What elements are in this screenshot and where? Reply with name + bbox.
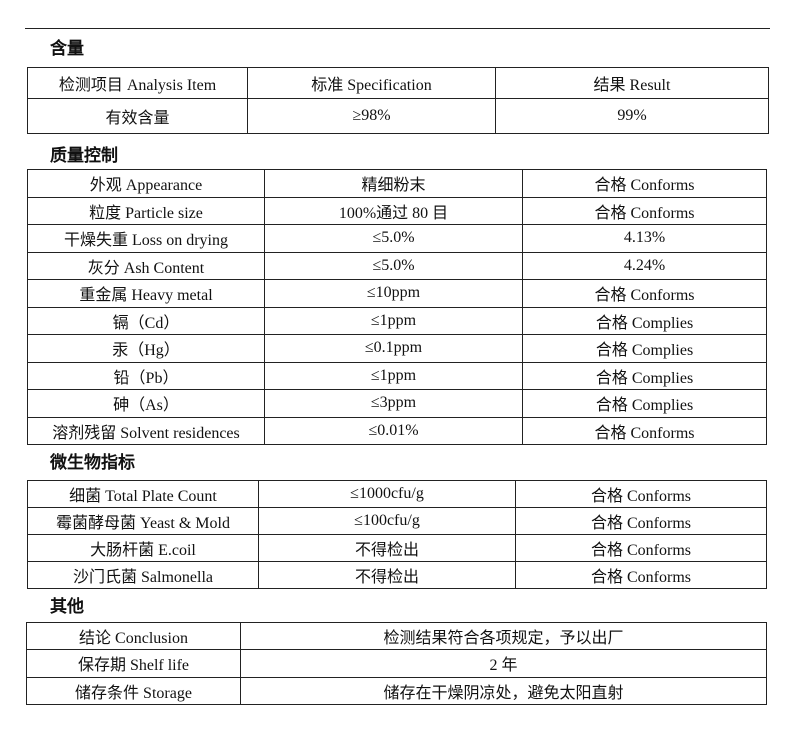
table-cell: 检测结果符合各项规定，予以出厂 [240, 621, 767, 651]
table-row: 镉（Cd） ≤1ppm 合格 Complies [27, 306, 767, 335]
section-title-quality: 质量控制 [50, 146, 118, 166]
table-row: 有效含量 ≥98% 99% [27, 98, 769, 134]
table-header-row: 检测项目 Analysis Item 标准 Specification 结果 Res… [27, 67, 769, 99]
table-cell: ≥98% [247, 98, 496, 134]
table-cell: 细菌 Total Plate Count [27, 480, 259, 508]
table-cell: ≤5.0% [264, 224, 523, 253]
table-row: 储存条件 Storage 储存在干燥阴凉处，避免太阳直射 [26, 676, 767, 705]
table-row: 大肠杆菌 E.coil 不得检出 合格 Conforms [27, 534, 767, 562]
table-cell: 干燥失重 Loss on drying [27, 224, 265, 253]
table-cell: 合格 Complies [522, 334, 767, 363]
content-table: 检测项目 Analysis Item 标准 Specification 结果 Res… [27, 67, 769, 134]
table-cell: 合格 Conforms [515, 561, 767, 589]
table-cell: 99% [495, 98, 769, 134]
table-cell: 镉（Cd） [27, 306, 265, 335]
table-row: 外观 Appearance 精细粉末 合格 Conforms [27, 169, 767, 198]
table-cell: 2 年 [240, 649, 767, 678]
table-row: 干燥失重 Loss on drying ≤5.0% 4.13% [27, 224, 767, 253]
micro-table: 细菌 Total Plate Count ≤1000cfu/g 合格 Conform… [27, 480, 767, 589]
table-cell: 合格 Conforms [522, 279, 767, 308]
table-cell: ≤0.01% [264, 416, 523, 445]
table-row: 沙门氏菌 Salmonella 不得检出 合格 Conforms [27, 561, 767, 589]
table-cell: 合格 Conforms [522, 196, 767, 225]
table-cell: ≤100cfu/g [258, 507, 516, 535]
table-cell: ≤10ppm [264, 279, 523, 308]
table-cell: 保存期 Shelf life [26, 649, 241, 678]
table-cell: 大肠杆菌 E.coil [27, 534, 259, 562]
table-cell: 精细粉末 [264, 169, 523, 198]
table-row: 灰分 Ash Content ≤5.0% 4.24% [27, 251, 767, 280]
table-cell: 溶剂残留 Solvent residences [27, 416, 265, 445]
section-title-content: 含量 [50, 39, 84, 59]
table-row: 保存期 Shelf life 2 年 [26, 649, 767, 678]
table-cell: ≤1ppm [264, 361, 523, 390]
table-cell: 合格 Conforms [522, 416, 767, 445]
table-cell: 合格 Conforms [515, 534, 767, 562]
table-row: 结论 Conclusion 检测结果符合各项规定，予以出厂 [26, 621, 767, 651]
table-cell: 4.24% [522, 251, 767, 280]
table-cell: 合格 Complies [522, 306, 767, 335]
table-row: 霉菌酵母菌 Yeast & Mold ≤100cfu/g 合格 Conforms [27, 507, 767, 535]
column-header: 标准 Specification [247, 67, 496, 99]
table-cell: 外观 Appearance [27, 169, 265, 198]
table-cell: 结论 Conclusion [26, 621, 241, 651]
table-cell: 霉菌酵母菌 Yeast & Mold [27, 507, 259, 535]
table-cell: 储存条件 Storage [26, 676, 241, 705]
table-cell: 汞（Hg） [27, 334, 265, 363]
table-row: 细菌 Total Plate Count ≤1000cfu/g 合格 Conform… [27, 480, 767, 508]
table-row: 铅（Pb） ≤1ppm 合格 Complies [27, 361, 767, 390]
table-cell: ≤3ppm [264, 389, 523, 418]
table-cell: 有效含量 [27, 98, 248, 134]
table-cell: 合格 Conforms [522, 169, 767, 198]
table-cell: 不得检出 [258, 561, 516, 589]
table-row: 溶剂残留 Solvent residences ≤0.01% 合格 Conforms [27, 416, 767, 445]
table-cell: ≤5.0% [264, 251, 523, 280]
table-cell: ≤0.1ppm [264, 334, 523, 363]
table-cell: 砷（As） [27, 389, 265, 418]
quality-table: 外观 Appearance 精细粉末 合格 Conforms 粒度 Particle … [27, 169, 767, 445]
table-cell: 合格 Complies [522, 361, 767, 390]
table-cell: 合格 Complies [522, 389, 767, 418]
table-cell: 粒度 Particle size [27, 196, 265, 225]
table-cell: 4.13% [522, 224, 767, 253]
table-row: 重金属 Heavy metal ≤10ppm 合格 Conforms [27, 279, 767, 308]
table-cell: 合格 Conforms [515, 480, 767, 508]
table-cell: 合格 Conforms [515, 507, 767, 535]
table-cell: 铅（Pb） [27, 361, 265, 390]
table-cell: 灰分 Ash Content [27, 251, 265, 280]
table-cell: 不得检出 [258, 534, 516, 562]
table-cell: 沙门氏菌 Salmonella [27, 561, 259, 589]
table-cell: 重金属 Heavy metal [27, 279, 265, 308]
column-header: 结果 Result [495, 67, 769, 99]
table-row: 汞（Hg） ≤0.1ppm 合格 Complies [27, 334, 767, 363]
table-row: 粒度 Particle size 100%通过 80 目合格 Conforms [27, 196, 767, 225]
section-title-other: 其他 [50, 597, 84, 617]
table-row: 砷（As） ≤3ppm 合格 Complies [27, 389, 767, 418]
table-cell: ≤1ppm [264, 306, 523, 335]
table-cell: 100%通过 80 目 [264, 196, 523, 225]
column-header: 检测项目 Analysis Item [27, 67, 248, 99]
top-divider [25, 28, 770, 29]
table-cell: ≤1000cfu/g [258, 480, 516, 508]
section-title-micro: 微生物指标 [50, 453, 135, 473]
table-cell: 储存在干燥阴凉处，避免太阳直射 [240, 676, 767, 705]
other-table: 结论 Conclusion 检测结果符合各项规定，予以出厂 保存期 Shelf li… [26, 621, 767, 705]
